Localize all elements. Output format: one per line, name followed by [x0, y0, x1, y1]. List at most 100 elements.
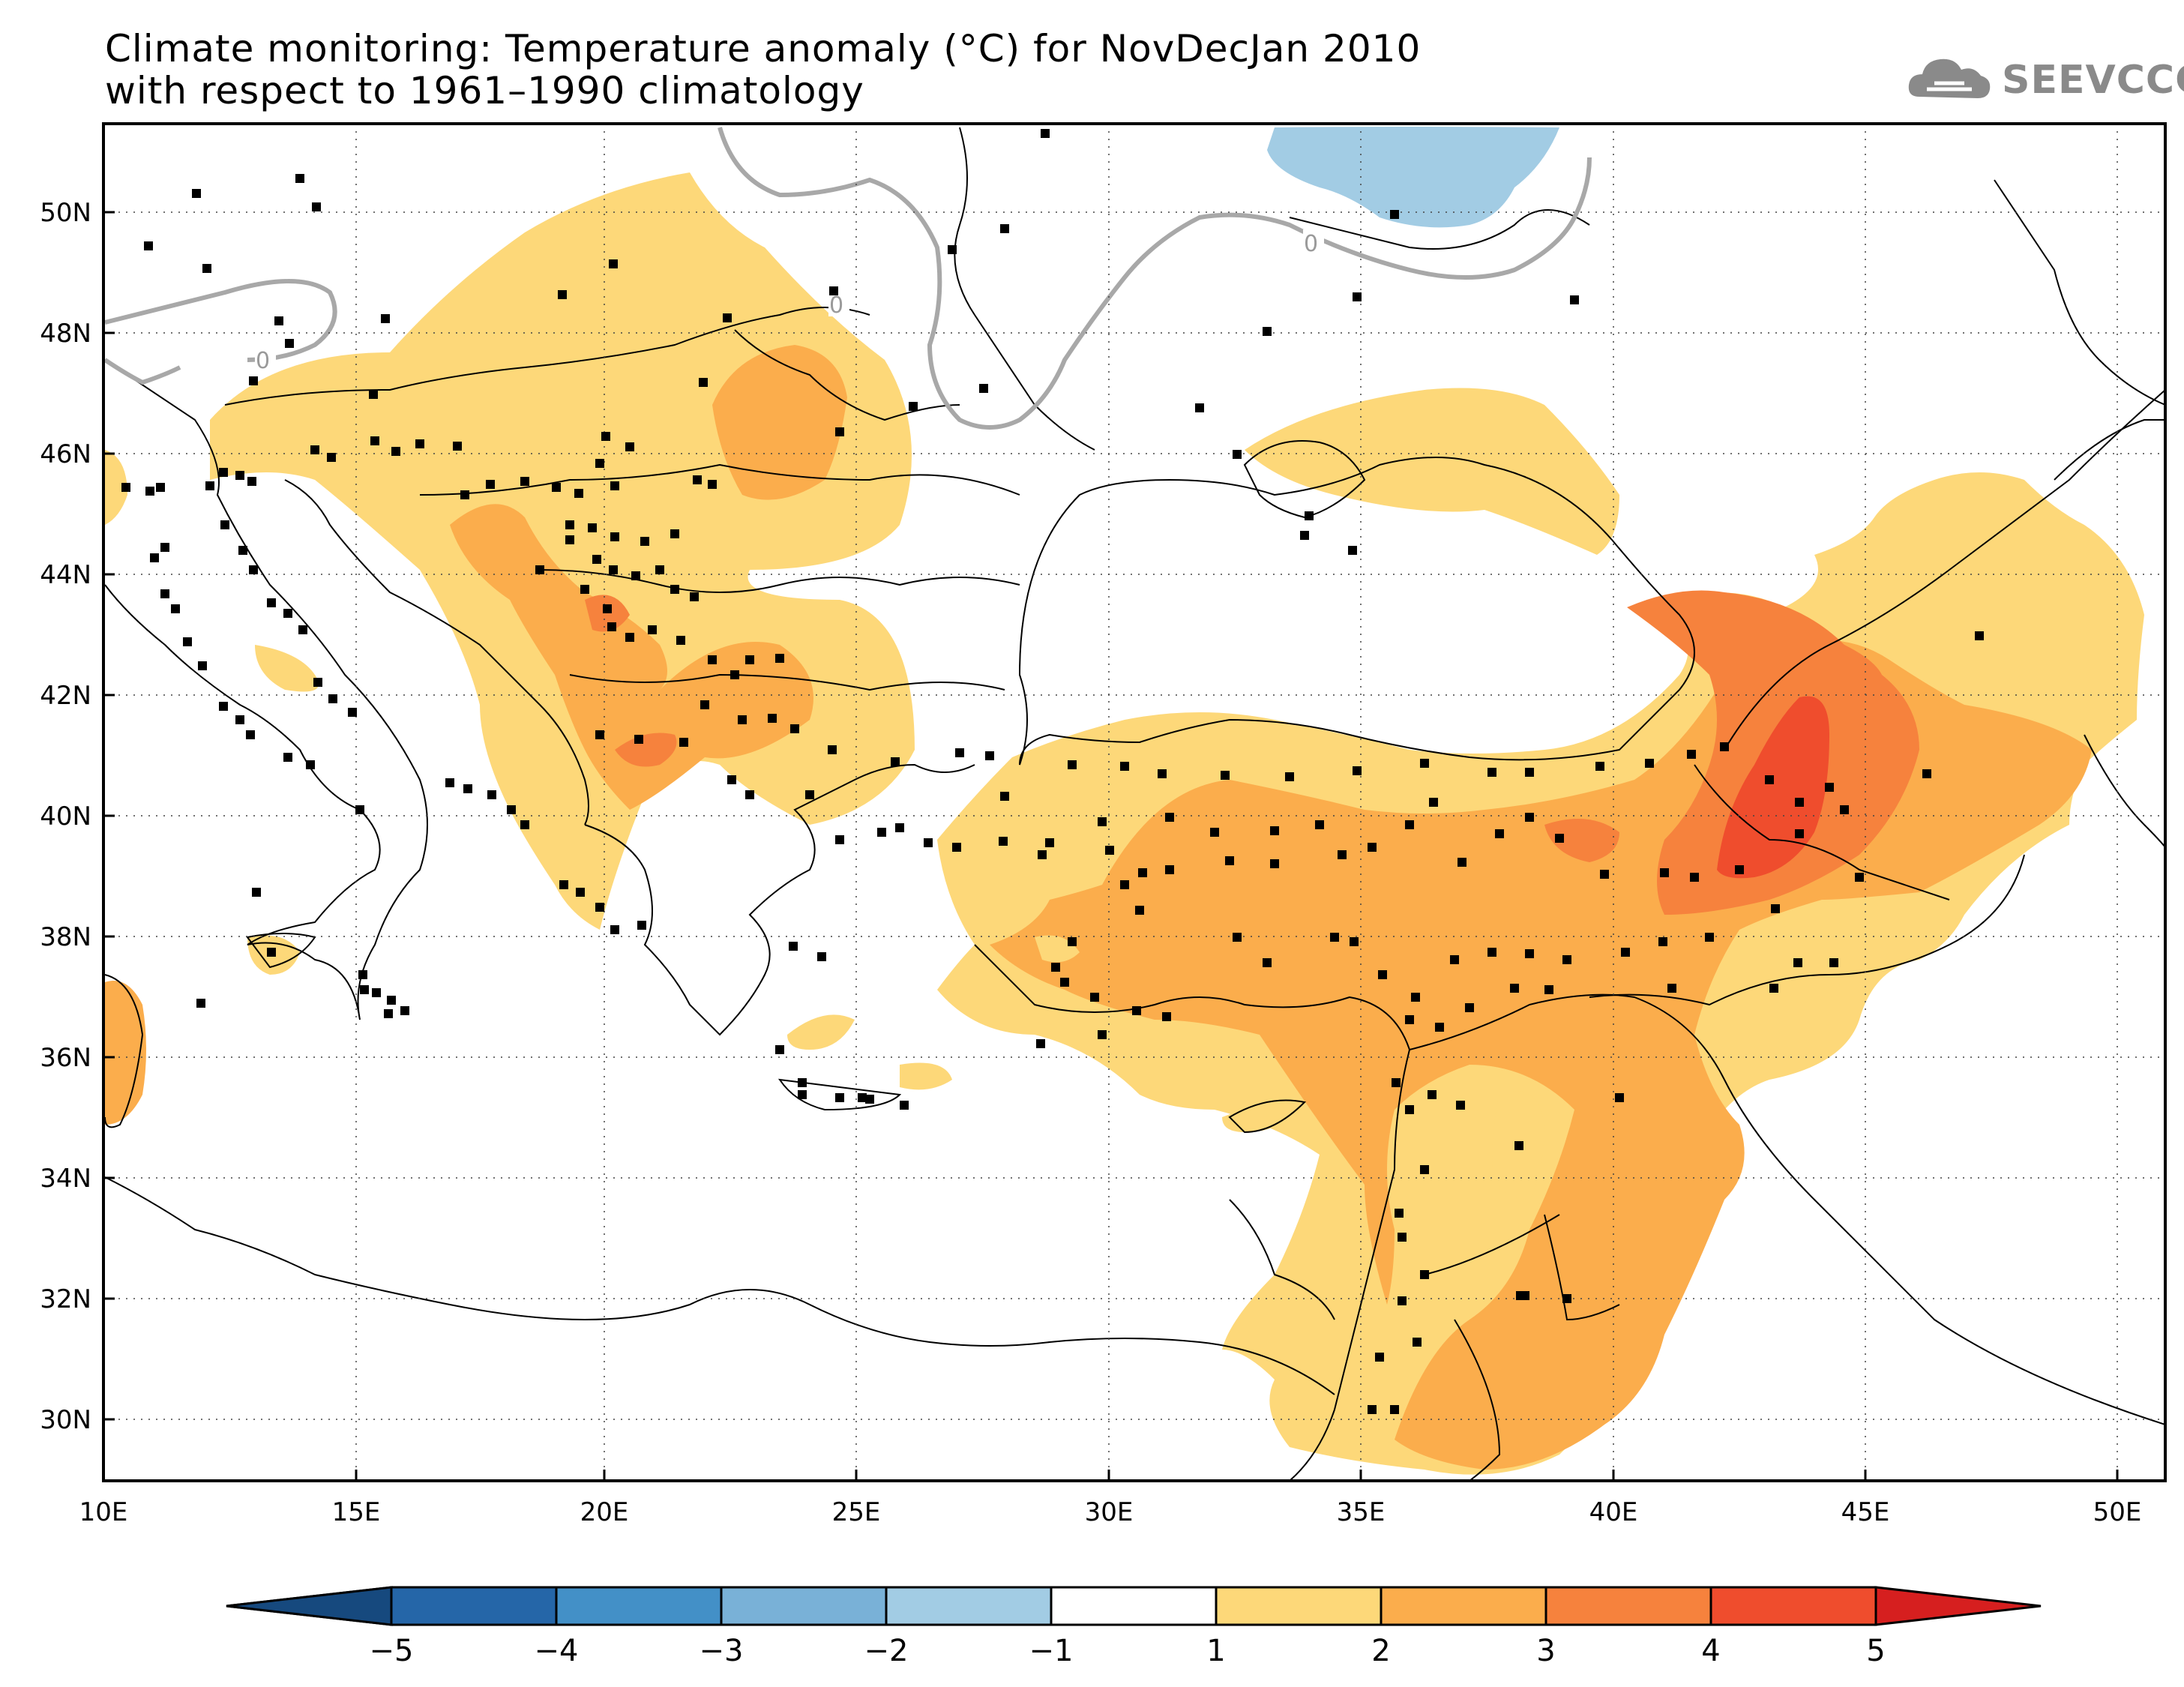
station-marker	[1457, 858, 1466, 867]
station-marker	[1315, 820, 1324, 829]
station-marker	[985, 751, 994, 760]
station-marker	[829, 286, 838, 295]
station-marker	[1771, 904, 1780, 913]
station-marker	[1645, 759, 1654, 768]
station-marker	[828, 745, 837, 754]
station-marker	[588, 523, 597, 532]
station-marker	[310, 445, 319, 454]
station-marker	[835, 1093, 844, 1102]
station-marker	[144, 241, 153, 250]
station-marker	[745, 655, 754, 664]
lon-tick-label: 35E	[1337, 1497, 1386, 1527]
station-marker	[1398, 1233, 1407, 1242]
station-marker	[520, 477, 529, 486]
station-marker	[202, 264, 211, 273]
seevccc-logo: SEEVCCC	[1904, 46, 2184, 114]
station-marker	[1105, 846, 1114, 855]
station-marker	[1525, 813, 1534, 822]
zero-contour-labels: 0 0 0	[255, 229, 1324, 374]
colorbar-box	[555, 1586, 723, 1626]
station-marker	[1132, 1006, 1141, 1015]
station-marker	[1350, 937, 1359, 946]
station-marker	[1420, 759, 1429, 768]
station-marker	[1233, 933, 1242, 942]
lon-tick-label: 40E	[1589, 1497, 1638, 1527]
station-marker	[699, 378, 708, 387]
station-marker	[1562, 1294, 1571, 1303]
station-marker	[358, 970, 367, 979]
station-marker	[1348, 546, 1357, 555]
station-marker	[487, 790, 496, 799]
station-marker	[1720, 742, 1729, 751]
station-marker	[1068, 760, 1077, 769]
station-marker	[1615, 1093, 1624, 1102]
station-marker	[595, 459, 604, 468]
colorbar-label: −5	[370, 1634, 414, 1668]
lat-tick-label: 34N	[40, 1164, 91, 1194]
station-marker	[1263, 958, 1272, 967]
station-marker	[610, 481, 619, 490]
station-marker	[1068, 937, 1077, 946]
station-marker	[1233, 450, 1242, 459]
station-marker	[948, 245, 957, 254]
station-marker	[679, 738, 688, 747]
station-marker	[1690, 873, 1699, 882]
station-marker	[1000, 224, 1009, 233]
colorbar-box	[1380, 1586, 1547, 1626]
contour-label: 0	[1304, 231, 1318, 257]
contour-label: 0	[256, 348, 270, 374]
station-marker	[306, 760, 315, 769]
station-marker	[790, 724, 799, 733]
lat-tick-label: 30N	[40, 1405, 91, 1435]
lon-tick-label: 50E	[2093, 1497, 2142, 1527]
zero-contour	[103, 127, 1592, 430]
station-marker	[1660, 868, 1669, 877]
colorbar-arrow-right	[1874, 1586, 2042, 1626]
station-marker	[631, 571, 640, 580]
station-marker	[1687, 750, 1696, 759]
station-marker	[693, 475, 702, 484]
station-marker	[595, 903, 604, 912]
station-marker	[601, 432, 610, 441]
station-marker	[865, 1095, 874, 1104]
colorbar-box	[720, 1586, 888, 1626]
station-marker	[249, 376, 258, 385]
station-marker	[738, 715, 747, 724]
colorbar-box	[1215, 1586, 1383, 1626]
station-marker	[730, 670, 739, 679]
station-marker	[1098, 1030, 1107, 1039]
colorbar-box	[1709, 1586, 1877, 1626]
station-marker	[655, 565, 664, 574]
station-marker	[1353, 292, 1362, 301]
axis-ticks	[102, 211, 2119, 1481]
station-marker	[877, 828, 886, 837]
station-marker	[220, 520, 229, 529]
map-subtitle: with respect to 1961–1990 climatology	[105, 69, 864, 112]
lat-tick-label: 36N	[40, 1043, 91, 1073]
station-marker	[1221, 771, 1230, 780]
station-marker	[327, 453, 336, 462]
station-marker	[445, 778, 454, 787]
lon-tick-label: 25E	[832, 1497, 881, 1527]
lon-labels: 10E 15E 20E 25E 30E 35E 40E 45E 50E	[79, 1497, 2142, 1527]
colorbar-box	[390, 1586, 558, 1626]
map-frame	[102, 122, 2167, 1482]
station-marker	[160, 589, 169, 598]
station-marker	[1413, 1338, 1422, 1347]
station-marker	[745, 790, 754, 799]
colorbar-box	[1544, 1586, 1712, 1626]
station-marker	[625, 442, 634, 451]
station-marker	[1600, 870, 1609, 879]
station-marker	[1428, 1090, 1437, 1099]
station-marker	[355, 805, 364, 814]
station-marker	[145, 487, 154, 496]
colorbar-labels: −5 −4 −3 −2 −1 1 2 3 4 5	[370, 1634, 1886, 1668]
station-marker	[360, 985, 369, 994]
station-marker	[1420, 1165, 1429, 1174]
station-marker	[1555, 834, 1564, 843]
station-marker	[952, 843, 961, 852]
colorbar-label: 5	[1866, 1634, 1885, 1668]
station-marker	[247, 477, 256, 486]
station-marker	[1338, 850, 1347, 859]
